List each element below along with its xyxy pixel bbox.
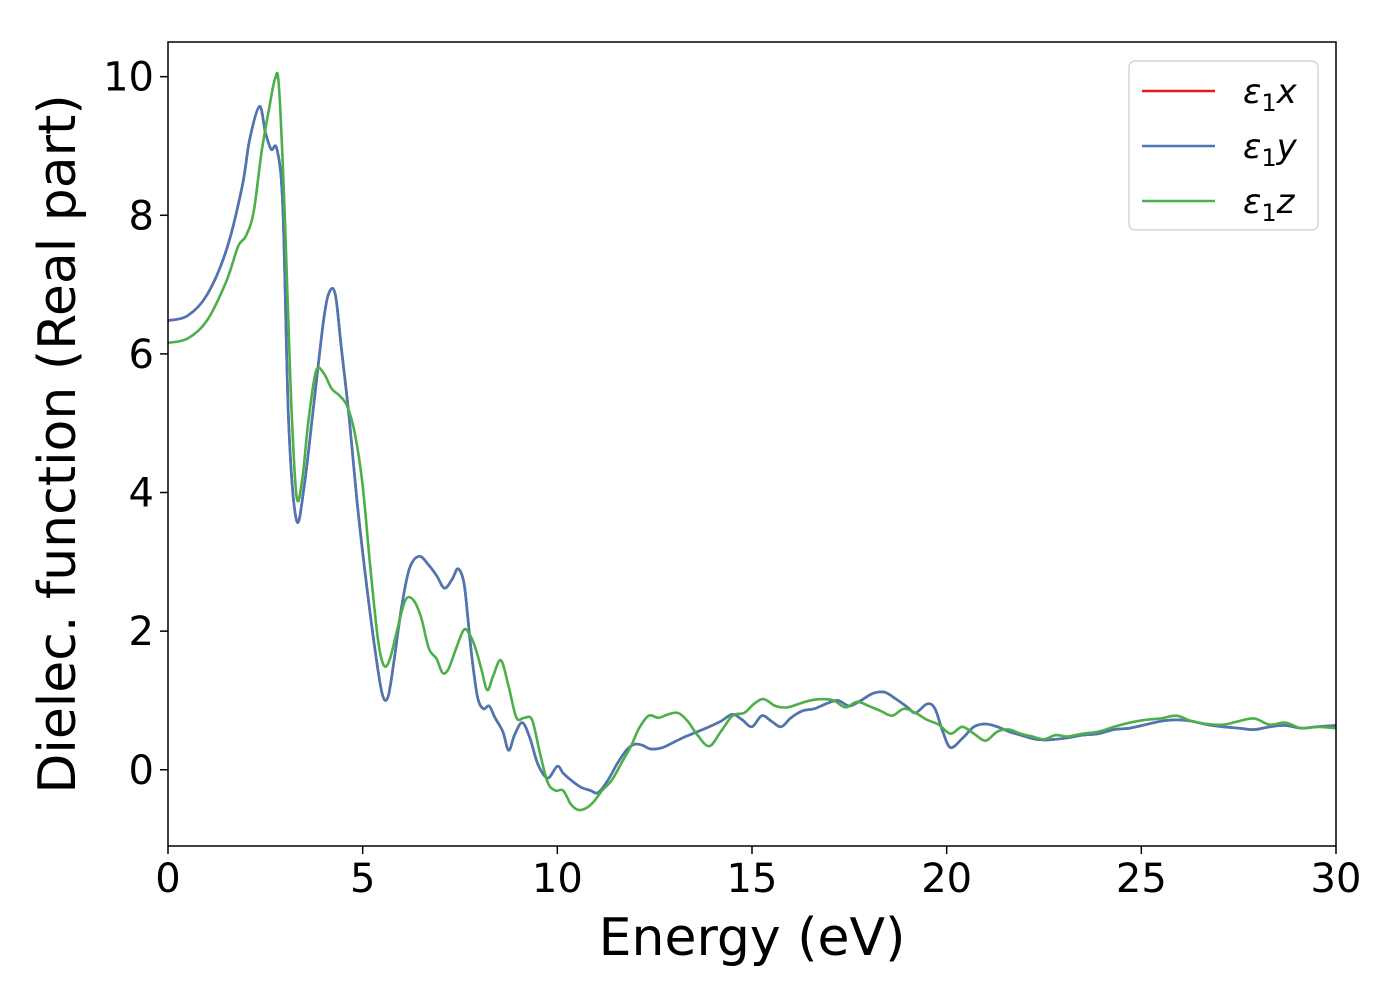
x-tick-label: 0 bbox=[155, 856, 180, 902]
x-tick-label: 5 bbox=[350, 856, 375, 902]
x-tick-label: 30 bbox=[1311, 856, 1362, 902]
y-tick-label: 6 bbox=[129, 332, 154, 378]
x-axis: 0 5 10 15 20 25 30 bbox=[155, 846, 1361, 902]
series-layer bbox=[168, 71, 1336, 812]
legend-label-x: ε1x bbox=[1243, 72, 1298, 117]
y-tick-label: 8 bbox=[129, 193, 154, 239]
legend-label-z: ε1z bbox=[1243, 182, 1296, 227]
legend-label-y: ε1y bbox=[1243, 127, 1298, 172]
legend: ε1x ε1y ε1z bbox=[1128, 60, 1319, 231]
x-tick-label: 10 bbox=[532, 856, 583, 902]
x-tick-label: 20 bbox=[921, 856, 972, 902]
x-tick-label: 25 bbox=[1116, 856, 1167, 902]
y-axis: 0 2 4 6 8 10 bbox=[103, 55, 168, 794]
y-axis-label: Dielec. function (Real part) bbox=[28, 94, 88, 793]
x-tick-label: 15 bbox=[727, 856, 778, 902]
y-tick-label: 2 bbox=[129, 609, 154, 655]
y-tick-label: 0 bbox=[129, 748, 154, 794]
series-line-z bbox=[168, 71, 1336, 812]
y-tick-label: 4 bbox=[129, 471, 154, 517]
legend-box bbox=[1128, 60, 1319, 231]
y-tick-label: 10 bbox=[103, 55, 154, 101]
x-axis-label: Energy (eV) bbox=[599, 908, 906, 968]
